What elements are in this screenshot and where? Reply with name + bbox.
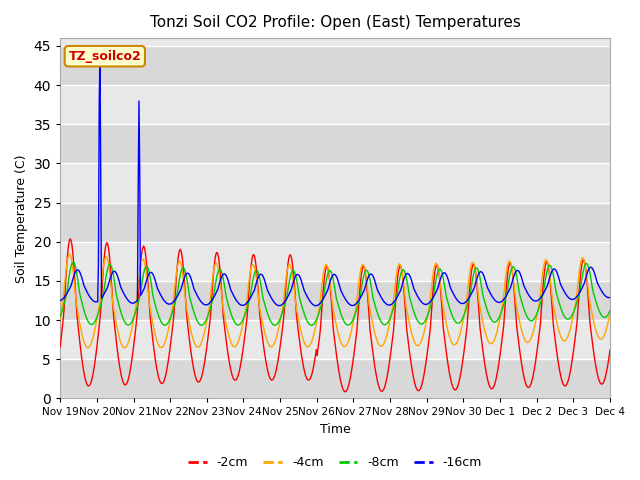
Legend: -2cm, -4cm, -8cm, -16cm: -2cm, -4cm, -8cm, -16cm [183, 452, 487, 475]
Title: Tonzi Soil CO2 Profile: Open (East) Temperatures: Tonzi Soil CO2 Profile: Open (East) Temp… [150, 15, 520, 30]
Bar [60, 203, 610, 242]
Bar [60, 85, 610, 124]
Bar [60, 281, 610, 320]
X-axis label: Time: Time [320, 423, 351, 436]
Bar [60, 320, 610, 359]
Y-axis label: Soil Temperature (C): Soil Temperature (C) [15, 154, 28, 283]
Bar [60, 124, 610, 163]
Text: TZ_soilco2: TZ_soilco2 [68, 50, 141, 63]
Bar [60, 46, 610, 85]
Bar [60, 242, 610, 281]
Bar [60, 163, 610, 203]
Bar [60, 359, 610, 398]
